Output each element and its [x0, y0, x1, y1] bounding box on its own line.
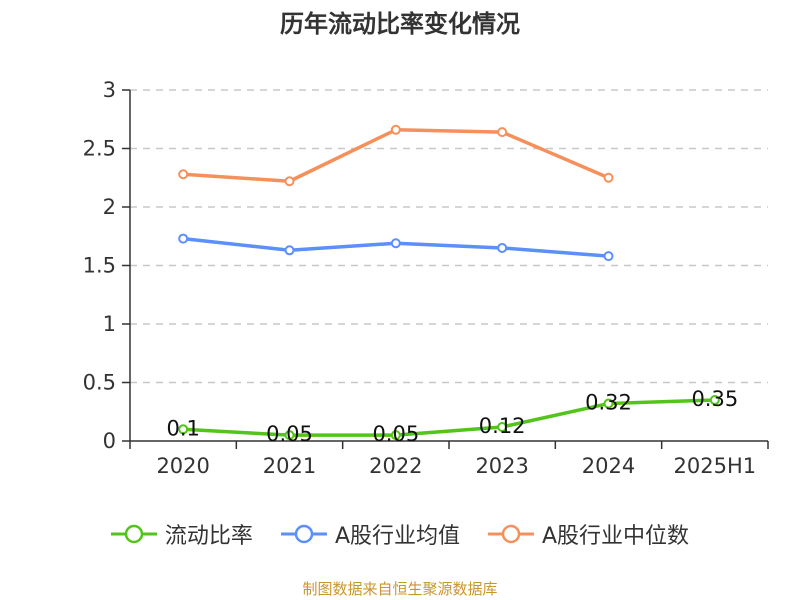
series-lines: [178, 124, 720, 441]
x-tick-label: 2022: [369, 454, 422, 478]
data-label: 0.05: [266, 422, 313, 446]
legend-marker-icon: [110, 524, 157, 544]
legend-label: A股行业中位数: [542, 524, 690, 549]
data-label: 0.05: [372, 422, 419, 446]
y-tick-label: 0.5: [83, 371, 116, 395]
data-point[interactable]: [284, 245, 295, 256]
data-point[interactable]: [284, 430, 295, 441]
data-label: 0.32: [585, 391, 632, 415]
legend-marker-icon: [488, 524, 534, 544]
data-point[interactable]: [390, 238, 401, 249]
grid-lines: [130, 89, 768, 384]
chart-title: 历年流动比率变化情况: [280, 10, 520, 38]
y-tick-label: 1.5: [83, 254, 116, 278]
data-point[interactable]: [178, 169, 189, 180]
data-label: 0.35: [691, 387, 738, 411]
data-point[interactable]: [390, 430, 401, 441]
data-point[interactable]: [497, 421, 508, 432]
data-point[interactable]: [603, 172, 614, 183]
data-point[interactable]: [603, 251, 614, 262]
legend-item-current-ratio[interactable]: 流动比率: [110, 518, 253, 550]
data-point[interactable]: [709, 395, 720, 406]
legend-label: 流动比率: [164, 524, 253, 549]
y-tick-label: 2.5: [83, 137, 116, 161]
y-tick-label: 3: [103, 78, 116, 102]
data-point[interactable]: [603, 398, 614, 409]
data-label: 0.12: [479, 414, 526, 438]
x-tick-label: 2023: [475, 454, 528, 478]
data-labels: 0.1 0.05 0.05 0.12 0.32 0.35: [166, 387, 738, 446]
legend: 流动比率 A股行业均值 A股行业中位数: [0, 518, 800, 550]
y-tick-label: 2: [103, 195, 116, 219]
data-point[interactable]: [497, 127, 508, 138]
data-point[interactable]: [390, 124, 401, 135]
y-tick-label: 1: [103, 312, 116, 336]
legend-item-industry-median[interactable]: A股行业中位数: [488, 518, 689, 550]
legend-item-industry-mean[interactable]: A股行业均值: [280, 518, 460, 550]
data-point[interactable]: [178, 424, 189, 435]
legend-label: A股行业均值: [334, 524, 460, 549]
x-tick-label: 2025H1: [674, 454, 757, 478]
x-tick-label: 2020: [156, 454, 209, 478]
x-tick-label: 2024: [582, 454, 635, 478]
data-point[interactable]: [178, 233, 189, 244]
y-tick-label: 0: [103, 429, 116, 453]
data-point[interactable]: [497, 242, 508, 253]
source-note: 制图数据来自恒生聚源数据库: [302, 580, 498, 598]
legend-marker-icon: [280, 524, 327, 544]
series-line: [183, 398, 715, 437]
data-point[interactable]: [284, 176, 295, 187]
data-label: 0.1: [166, 416, 199, 440]
x-tick-label: 2021: [263, 454, 316, 478]
series-line: [183, 128, 610, 184]
axes: 0 0.5 1 1.5 2 2.5 3 2020 2021 2022 2023 2024 2025H1: [83, 78, 769, 478]
